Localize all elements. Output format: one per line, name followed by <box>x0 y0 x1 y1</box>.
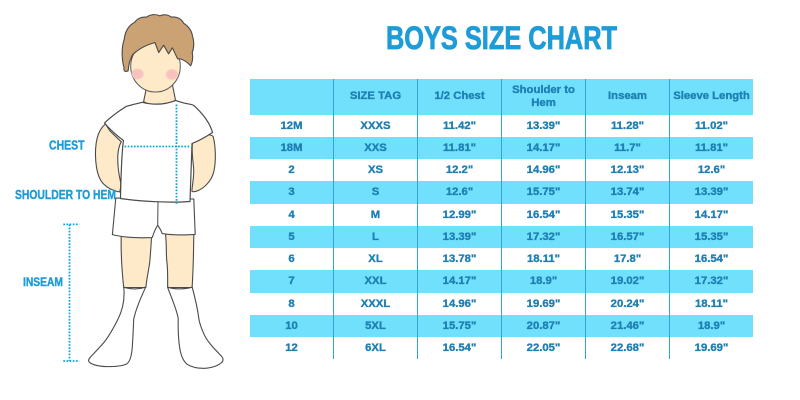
svg-text:CHEST: CHEST <box>49 138 85 153</box>
svg-text:BOYS SIZE CHART: BOYS SIZE CHART <box>386 20 617 56</box>
svg-text:INSEAM: INSEAM <box>23 275 63 289</box>
svg-text:SHOULDER TO HEM: SHOULDER TO HEM <box>15 187 116 202</box>
